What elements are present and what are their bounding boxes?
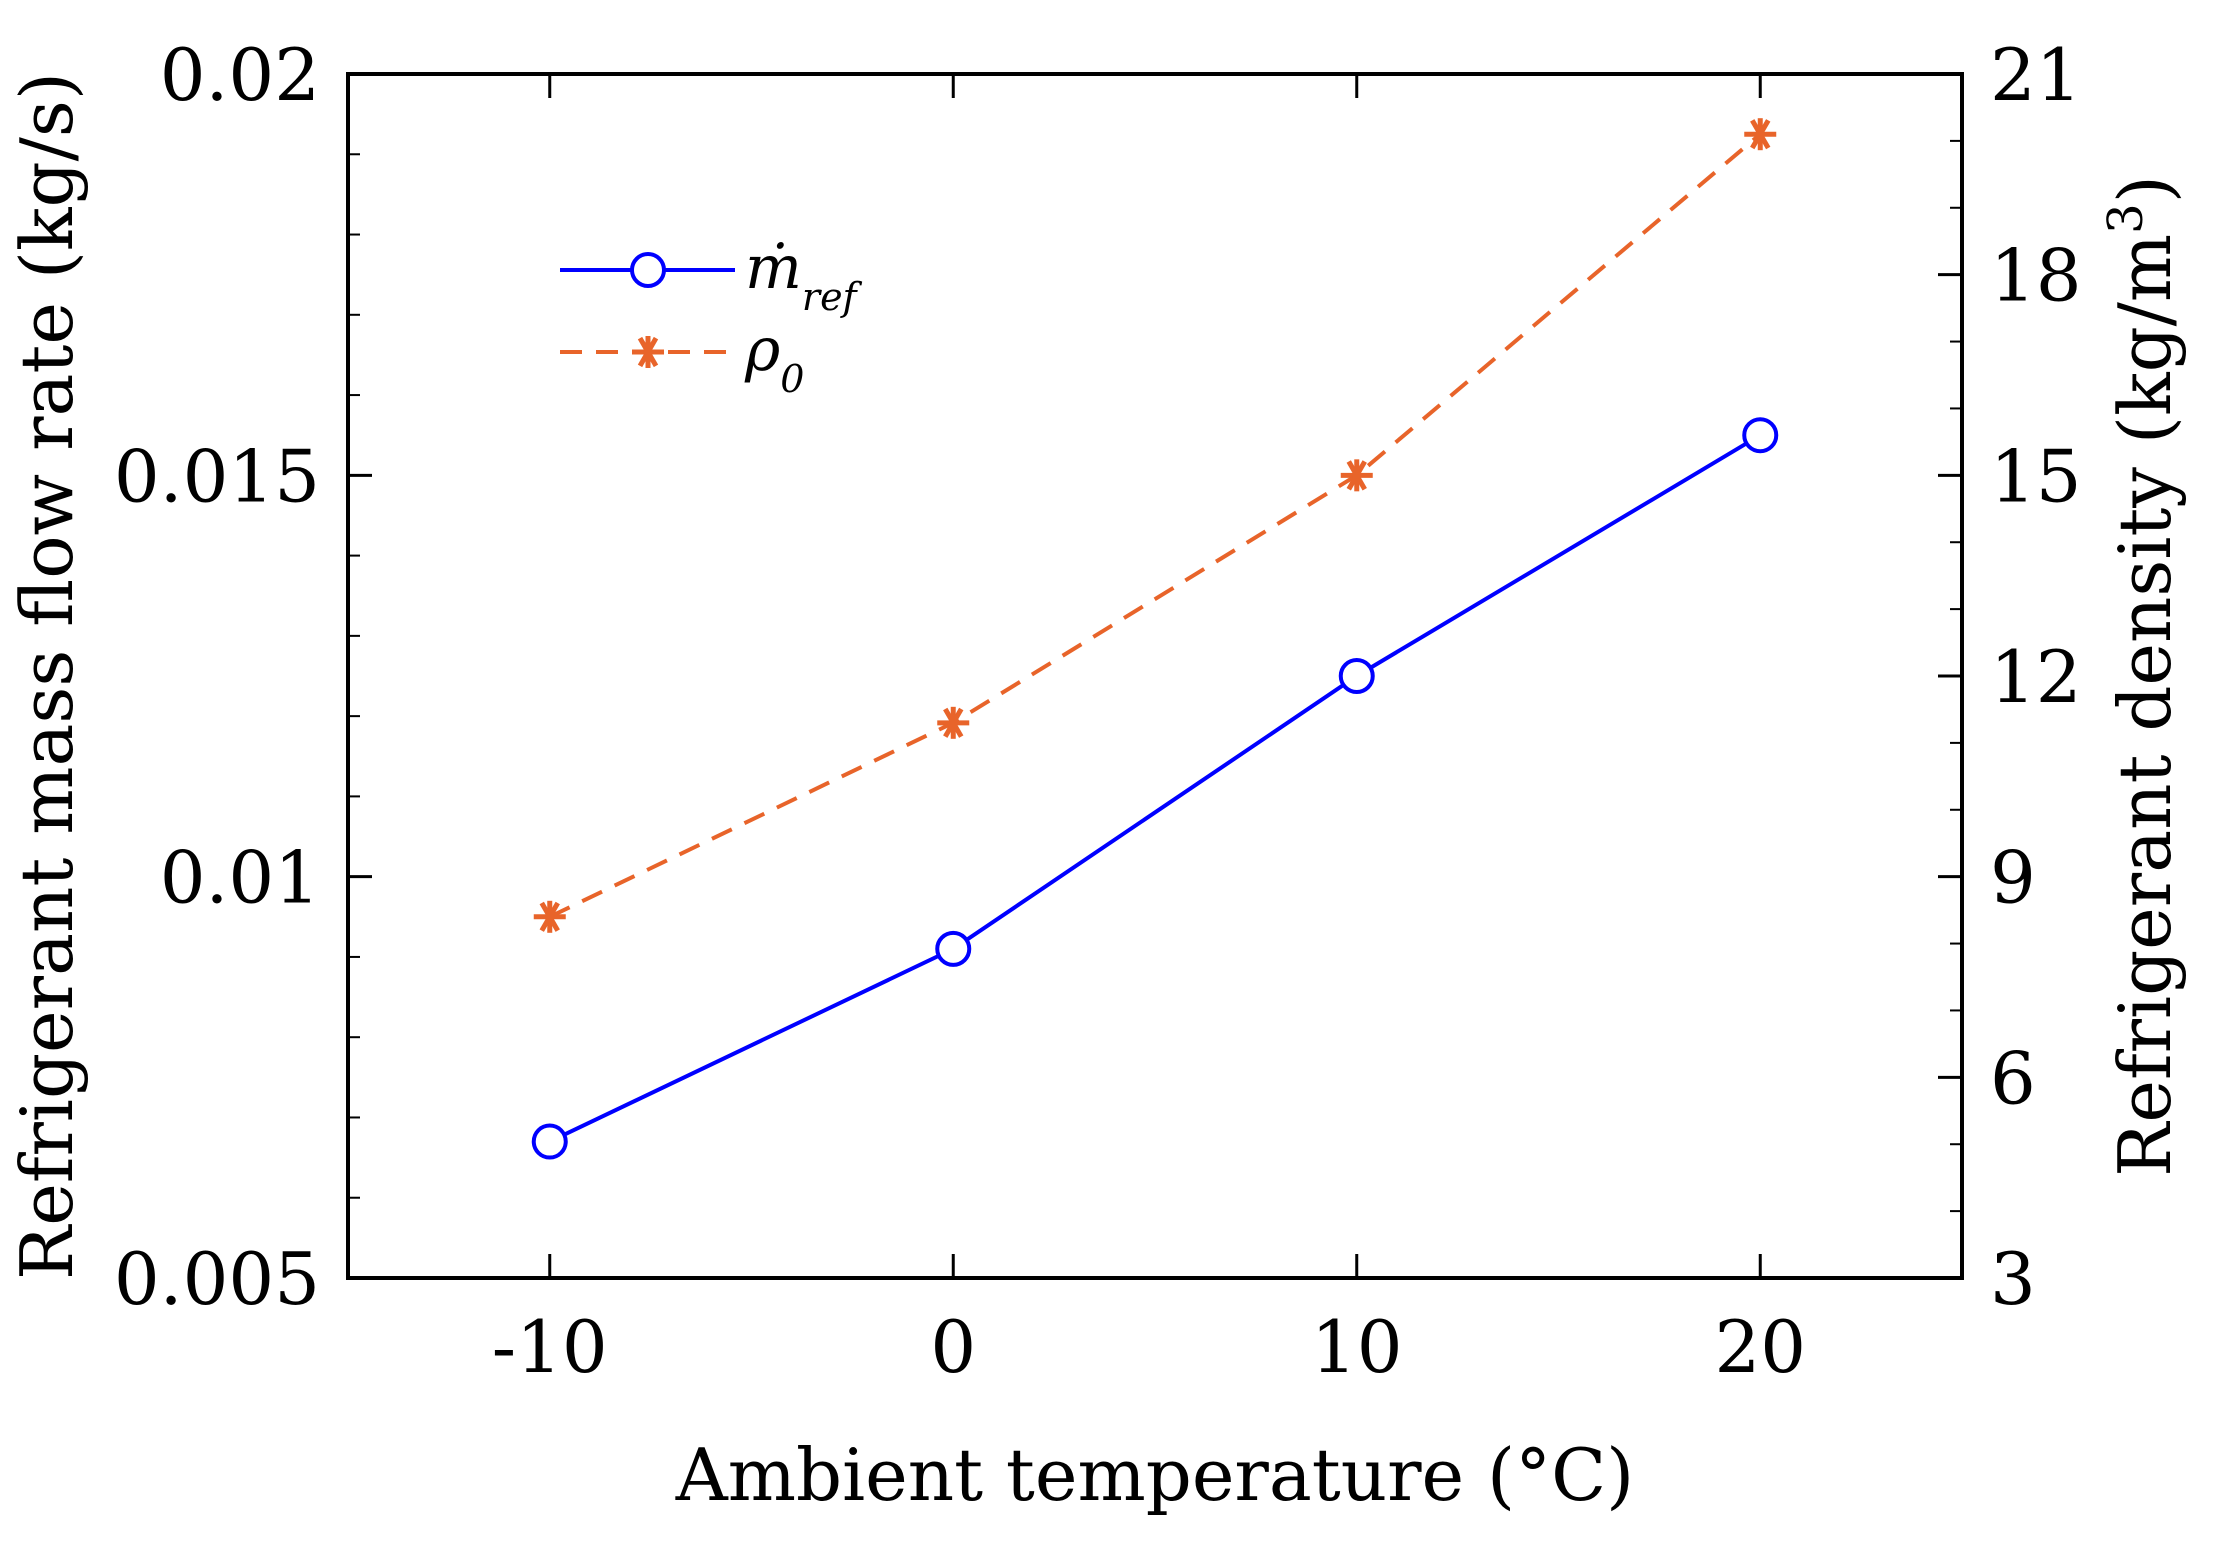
data-point-mdot-ref xyxy=(1338,658,1375,694)
labels-layer: Ambient temperature (°C) Refrigerant mas… xyxy=(5,72,2187,1517)
y-left-tick-label: 0.015 xyxy=(114,434,320,518)
y-right-tick-label: 6 xyxy=(1990,1036,2036,1120)
legend-marker-rho xyxy=(632,336,664,368)
y-right-axis-label: Refrigerant density (kg/m3) xyxy=(2098,175,2187,1177)
series-line-rho0 xyxy=(548,132,1762,919)
legend-marker-mdot xyxy=(630,252,666,288)
data-point-mdot-ref xyxy=(531,1123,568,1160)
legend: ṁref ρ0 xyxy=(560,233,863,401)
y-right-tick-label: 3 xyxy=(1990,1237,2036,1321)
series-layer xyxy=(531,118,1779,1160)
legend-label-mdot: ṁref xyxy=(745,233,863,319)
x-axis-label: Ambient temperature (°C) xyxy=(675,1433,1635,1517)
y-right-tick-label: 15 xyxy=(1990,434,2082,518)
data-point-mdot-ref xyxy=(935,930,972,967)
legend-label-rho-main: ρ xyxy=(744,315,780,385)
y-left-axis-label: Refrigerant mass flow rate (kg/s) xyxy=(5,72,89,1280)
x-tick-label: 20 xyxy=(1714,1305,1806,1389)
legend-label-rho-sub: 0 xyxy=(780,357,804,401)
y-left-tick-label: 0.02 xyxy=(160,33,320,117)
plot-frame xyxy=(346,72,1964,1280)
legend-label-mdot-main: ṁ xyxy=(745,233,802,303)
y-left-tick-label: 0.005 xyxy=(114,1237,320,1321)
legend-label-mdot-sub: ref xyxy=(802,275,863,319)
series-line-mdot-ref xyxy=(548,433,1762,1144)
y-left-tick-label: 0.01 xyxy=(160,836,320,920)
legend-asterisk xyxy=(632,336,664,368)
y-right-axis-label-prefix: Refrigerant density (kg/m xyxy=(2103,234,2187,1177)
data-point-rho0 xyxy=(533,900,566,933)
y-right-tick-label: 18 xyxy=(1990,234,2082,318)
y-right-tick-label: 9 xyxy=(1990,836,2036,920)
y-right-axis-label-sup: 3 xyxy=(2098,203,2154,234)
data-point-mdot-ref xyxy=(1742,417,1779,454)
x-tick-label: 10 xyxy=(1311,1305,1403,1389)
data-point-rho0 xyxy=(1340,459,1373,492)
x-tick-label: -10 xyxy=(492,1305,608,1389)
data-point-rho0 xyxy=(1744,118,1777,151)
data-point-rho0 xyxy=(937,706,970,739)
y-right-tick-label: 12 xyxy=(1990,635,2082,719)
legend-label-rho: ρ0 xyxy=(744,315,804,401)
y-right-axis-label-suffix: ) xyxy=(2103,175,2187,203)
x-tick-label: 0 xyxy=(930,1305,976,1389)
ticks-layer: -10 0 10 20 0.005 0.01 0.015 0.02 3 6 9 12 15 18 21 xyxy=(114,33,2082,1389)
y-right-tick-label: 21 xyxy=(1990,33,2082,117)
